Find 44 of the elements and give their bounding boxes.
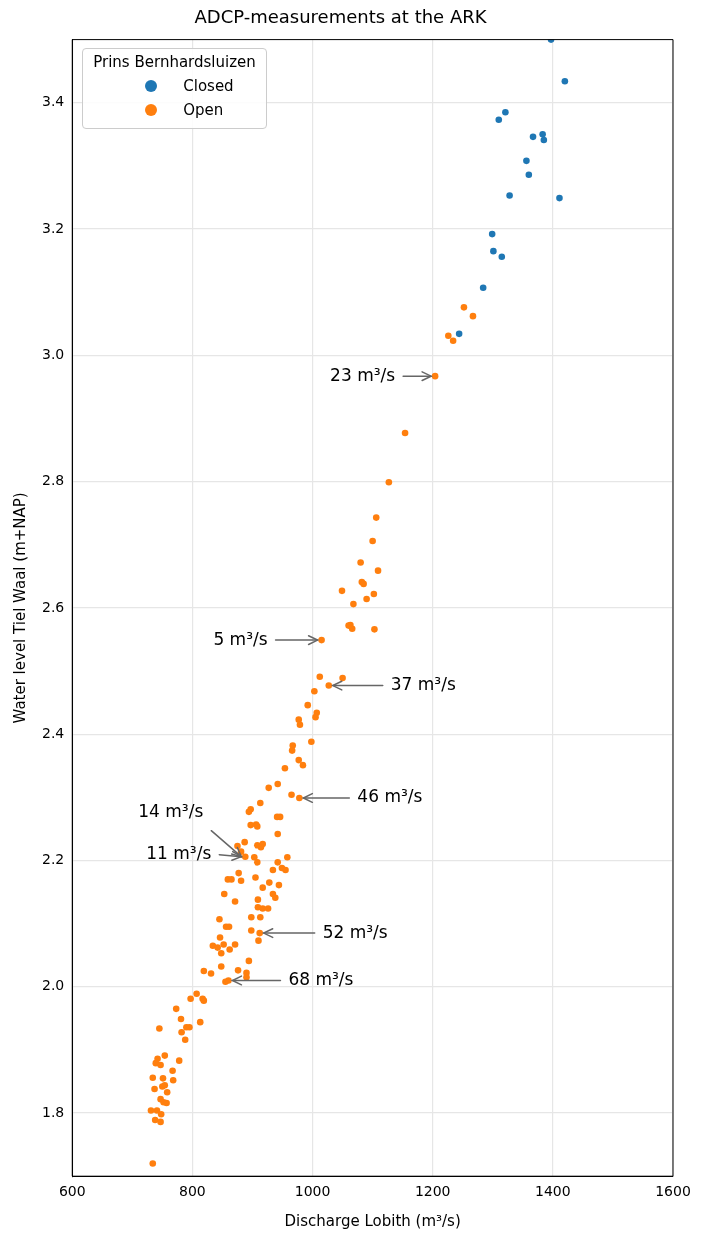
annotation: 11 m³/s: [146, 843, 212, 864]
y-tick-label: 2.2: [42, 851, 65, 868]
point: [540, 136, 548, 144]
legend-label: Closed: [183, 76, 234, 95]
annotation: 52 m³/s: [322, 921, 388, 942]
x-tick-label: 600: [58, 1183, 86, 1200]
point: [523, 157, 530, 165]
y-tick-label: 3.0: [42, 345, 65, 362]
point: [561, 77, 569, 85]
point: [490, 247, 497, 255]
point: [495, 116, 503, 124]
point: [556, 194, 563, 202]
y-tick-label: 1.8: [42, 1103, 65, 1120]
annotation: 68 m³/s: [288, 968, 354, 989]
chart-title: ADCP-measurements at the ARK: [194, 6, 488, 28]
y-tick-label: 2.0: [42, 977, 65, 994]
point: [529, 133, 537, 141]
x-tick-label: 1400: [535, 1183, 571, 1200]
annotation: 5 m³/s: [213, 628, 268, 649]
point: [455, 330, 463, 338]
y-axis-title: Water level Tiel Waal (m+NAP): [10, 492, 29, 724]
legend-title: Prins Bernhardsluizen: [93, 52, 256, 71]
x-tick-label: 1600: [655, 1183, 691, 1200]
point: [498, 253, 506, 261]
point: [488, 230, 496, 238]
point: [539, 131, 546, 138]
point: [506, 192, 513, 199]
y-tick-label: 3.2: [42, 219, 65, 236]
legend-label: Open: [183, 100, 224, 119]
x-tick-label: 1200: [414, 1183, 451, 1200]
x-tick-label: 800: [179, 1183, 206, 1200]
annotation: 37 m³/s: [390, 673, 456, 694]
x-tick-label: 1000: [294, 1183, 331, 1200]
point: [502, 108, 509, 116]
annotation: 14 m³/s: [138, 801, 204, 822]
annotation: 46 m³/s: [357, 786, 423, 807]
y-tick-label: 2.4: [42, 724, 65, 741]
point: [525, 171, 533, 179]
point: [479, 284, 487, 292]
x-axis-title: Discharge Lobith (m³/s): [284, 1211, 461, 1230]
annotation: 23 m³/s: [330, 364, 396, 385]
y-tick-label: 2.6: [42, 598, 65, 615]
y-tick-label: 2.8: [42, 472, 65, 489]
y-tick-label: 3.4: [42, 93, 65, 110]
